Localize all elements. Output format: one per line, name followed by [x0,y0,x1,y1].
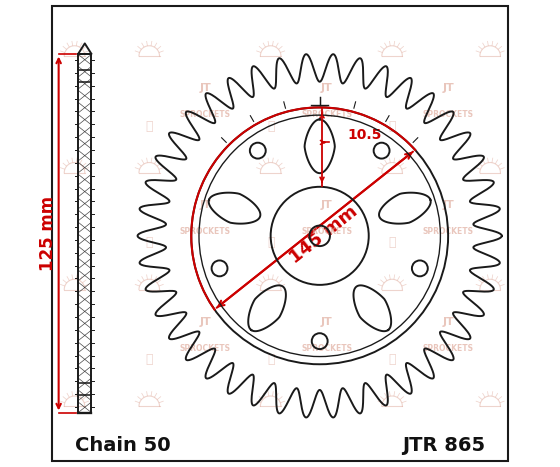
Text: SPROCKETS: SPROCKETS [301,344,352,353]
Text: 125 mm: 125 mm [39,196,57,271]
Text: SPROCKETS: SPROCKETS [301,110,352,119]
Text: Chain 50: Chain 50 [74,437,170,455]
Text: SPROCKETS: SPROCKETS [301,227,352,236]
Text: JT: JT [442,200,454,210]
Text: 兆: 兆 [146,236,153,249]
Text: 兆: 兆 [146,120,153,133]
Text: JT: JT [321,317,333,327]
Text: 兆: 兆 [146,353,153,366]
Text: JT: JT [199,200,211,210]
Text: JTR 865: JTR 865 [402,437,486,455]
Text: 145 mm: 145 mm [287,202,362,267]
Text: JT: JT [321,84,333,93]
Bar [78,54,91,413]
Text: JT: JT [442,317,454,327]
Text: 兆: 兆 [388,236,396,249]
Text: 兆: 兆 [388,120,396,133]
Text: SPROCKETS: SPROCKETS [180,110,231,119]
Text: JT: JT [321,200,333,210]
Text: JT: JT [442,84,454,93]
Text: 兆: 兆 [267,353,274,366]
Text: 兆: 兆 [267,236,274,249]
Text: 兆: 兆 [267,120,274,133]
Text: 兆: 兆 [388,353,396,366]
Text: SPROCKETS: SPROCKETS [180,344,231,353]
Text: 10.5: 10.5 [348,128,382,142]
Text: SPROCKETS: SPROCKETS [180,227,231,236]
Text: SPROCKETS: SPROCKETS [423,110,474,119]
Text: JT: JT [199,84,211,93]
Text: JT: JT [199,317,211,327]
Text: SPROCKETS: SPROCKETS [423,227,474,236]
Text: SPROCKETS: SPROCKETS [423,344,474,353]
